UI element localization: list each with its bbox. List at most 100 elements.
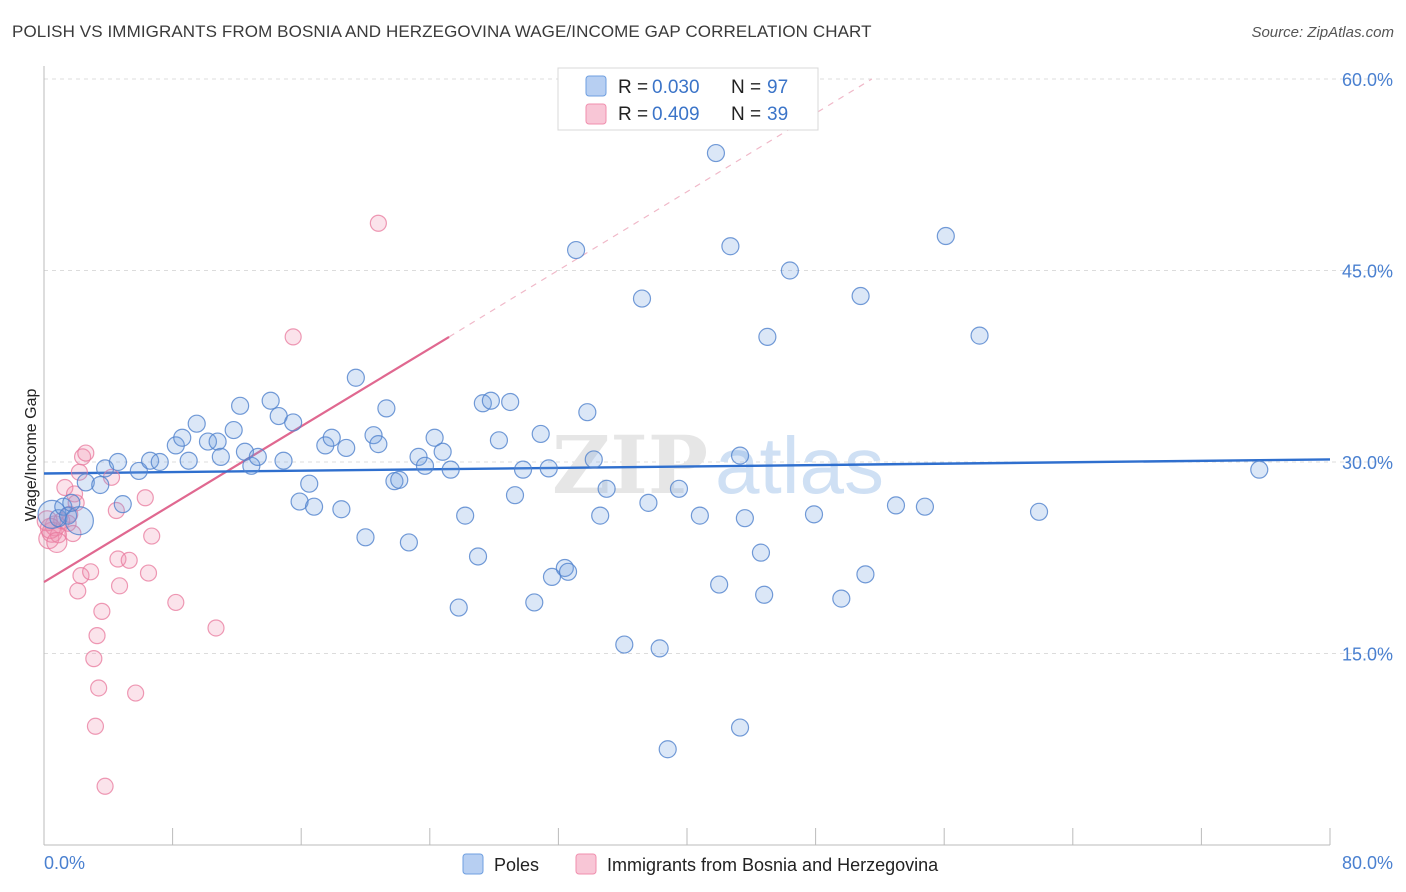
immigrants-point — [136, 489, 154, 507]
poles-point — [211, 447, 230, 466]
legend-swatch-pink — [585, 103, 607, 125]
poles-point — [758, 327, 777, 346]
y-tick-label: 30.0% — [1342, 453, 1393, 473]
poles-point — [531, 424, 550, 444]
legend-r-label-1: R = — [618, 77, 648, 98]
poles-point — [290, 492, 309, 511]
poles-point — [730, 446, 750, 465]
poles-point — [751, 543, 771, 562]
poles-point — [346, 368, 365, 387]
poles-point — [62, 493, 81, 512]
poles-point — [721, 237, 740, 256]
immigrants-point — [110, 577, 129, 595]
poles-point — [936, 226, 955, 246]
poles-point — [669, 479, 689, 498]
y-tick-label: 45.0% — [1342, 262, 1393, 282]
poles-point — [710, 575, 729, 594]
axes — [43, 66, 1331, 846]
top-legend: R = 0.030 N = 97 R = 0.409 N = 39 — [557, 67, 819, 131]
immigrants-point — [93, 602, 111, 620]
poles-point — [780, 261, 799, 280]
y-tick-labels: 15.0% 30.0% 45.0% 60.0% — [1342, 70, 1393, 665]
immigrants-point — [46, 531, 68, 554]
poles-point — [804, 505, 824, 524]
poles-point — [441, 460, 460, 479]
poles-point — [539, 459, 558, 478]
poles-point — [364, 426, 383, 445]
poles-point — [735, 509, 754, 528]
poles-point — [129, 461, 148, 481]
poles-point — [558, 562, 578, 581]
poles-point — [113, 495, 132, 514]
bottom-legend-poles: Poles — [494, 855, 539, 875]
poles-point — [179, 451, 198, 470]
poles-point — [248, 447, 267, 466]
poles-point — [415, 456, 435, 475]
poles-point — [755, 585, 774, 604]
poles-point — [150, 452, 169, 472]
legend-swatch-blue — [585, 75, 607, 97]
poles-point — [456, 506, 475, 525]
immigrants-point — [90, 679, 108, 697]
poles-point — [615, 635, 634, 654]
y-tick-label: 60.0% — [1342, 70, 1393, 90]
poles-point — [501, 392, 520, 412]
x-tick-min: 0.0% — [44, 853, 85, 873]
y-tick-label: 15.0% — [1342, 645, 1393, 665]
immigrants-point — [120, 551, 138, 569]
poles-point — [425, 428, 444, 447]
poles-point — [322, 428, 341, 447]
poles-point — [591, 506, 610, 525]
poles-point — [650, 639, 669, 658]
legend-n-value-2: 39 — [767, 104, 788, 125]
immigrants-point — [88, 627, 106, 645]
poles-point — [706, 143, 726, 163]
immigrants-point — [143, 527, 161, 545]
poles-point — [639, 493, 658, 512]
source-label: Source: ZipAtlas.com — [1251, 24, 1394, 41]
legend-n-value-1: 97 — [767, 77, 788, 98]
poles-point — [886, 496, 906, 515]
immigrants-point — [69, 582, 87, 600]
poles-point — [369, 435, 388, 454]
immigrants-point — [56, 478, 74, 497]
poles-point — [542, 567, 562, 587]
legend-n-label-1: N = — [731, 77, 761, 98]
immigrants-point — [82, 563, 100, 581]
bottom-legend-swatch-poles — [462, 853, 484, 875]
poles-point — [1250, 460, 1269, 479]
poles-point — [481, 391, 500, 410]
poles-point — [856, 565, 875, 584]
immigrants-point — [86, 717, 105, 735]
poles-point — [390, 470, 409, 489]
poles-point — [337, 438, 356, 458]
immigrants-point — [284, 328, 302, 346]
poles-point — [584, 450, 603, 469]
poles-point — [140, 451, 160, 470]
bottom-legend-immigrants: Immigrants from Bosnia and Herzegovina — [607, 855, 939, 875]
poles-point — [332, 500, 351, 519]
immigrants-point — [77, 444, 95, 462]
poles-point — [224, 420, 243, 440]
immigrants-point — [207, 619, 225, 637]
poles-point — [108, 452, 128, 472]
poles-point — [832, 589, 851, 608]
poles-point — [208, 432, 227, 451]
poles-point — [513, 460, 533, 479]
poles-point — [91, 475, 110, 495]
bottom-legend-swatch-immigrants — [575, 853, 597, 875]
poles-point — [449, 598, 468, 617]
poles-point — [377, 399, 396, 418]
poles-point — [730, 718, 750, 737]
poles-point — [284, 413, 303, 432]
legend-n-label-2: N = — [731, 104, 761, 125]
poles-point — [399, 533, 419, 552]
chart-title: POLISH VS IMMIGRANTS FROM BOSNIA AND HER… — [12, 22, 872, 41]
poles-point — [242, 456, 261, 475]
bottom-legend: Poles Immigrants from Bosnia and Herzego… — [462, 853, 939, 875]
poles-point — [566, 240, 586, 260]
poles-point — [274, 451, 293, 470]
poles-point — [915, 497, 935, 516]
poles-point — [489, 431, 509, 450]
